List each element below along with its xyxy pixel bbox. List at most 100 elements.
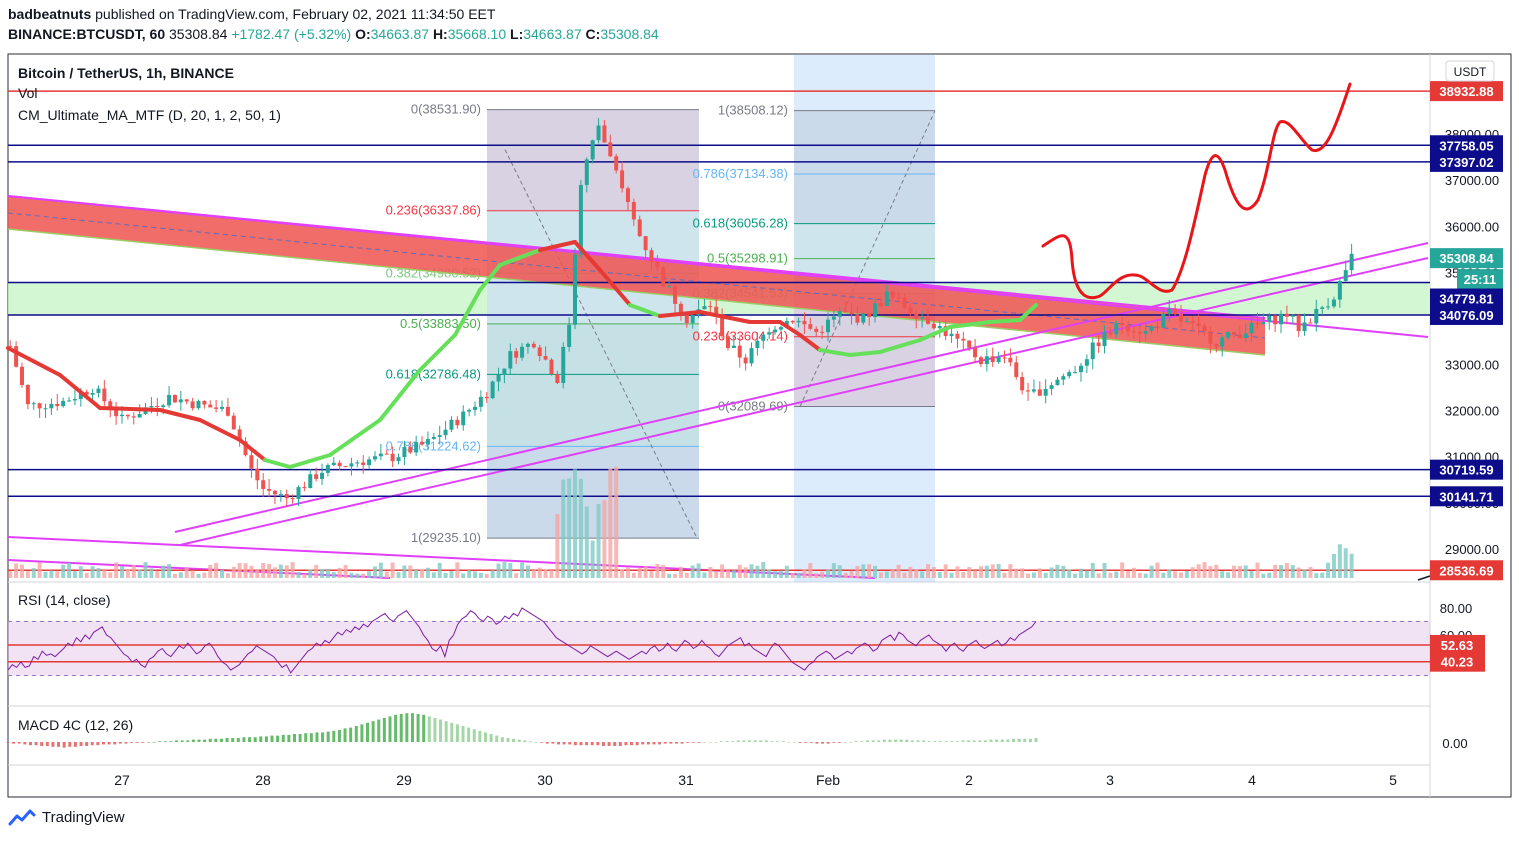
candle-body [284, 494, 289, 499]
resistance-extension [7, 195, 1429, 338]
volume-bar [614, 466, 619, 578]
volume-bar [1037, 568, 1042, 578]
candle-body [1102, 332, 1107, 347]
macd-bar [714, 742, 718, 743]
candle-body [367, 459, 372, 466]
volume-bar [214, 562, 219, 578]
candle-body [973, 347, 978, 358]
volume-bar [237, 563, 242, 578]
macd-bar [624, 742, 628, 746]
candle-body [555, 374, 560, 384]
volume-bar [867, 564, 872, 578]
ma-segment [288, 453, 332, 469]
volume-bar [902, 572, 907, 578]
candle-body [137, 414, 142, 418]
macd-bar [882, 739, 886, 742]
candle-body [590, 140, 595, 160]
candle-body [1037, 389, 1042, 396]
volume-bar [137, 569, 142, 578]
candle-body [614, 156, 619, 171]
volume-bar [826, 569, 830, 578]
volume-bar [873, 565, 878, 578]
price-tick: 29000.00 [1445, 542, 1499, 557]
macd-bar [630, 742, 634, 746]
volume-bar [208, 564, 213, 578]
volume-bar [731, 570, 736, 578]
candle-body [49, 403, 54, 409]
candle-body [384, 453, 389, 455]
volume-bar [414, 569, 419, 578]
volume-bar [531, 570, 536, 578]
macd-bar [461, 726, 465, 742]
volume-bar [1255, 562, 1260, 578]
candle-body [1031, 389, 1036, 392]
candle-body [520, 346, 525, 358]
volume-bar [455, 562, 460, 578]
macd-bar [528, 741, 532, 742]
volume-bar [637, 567, 642, 578]
candle-body [396, 457, 401, 462]
candle-body [484, 396, 489, 399]
candle-body [573, 254, 578, 325]
volume-bar [1314, 573, 1319, 578]
macd-bar [281, 734, 285, 742]
macd-bar [1023, 738, 1027, 742]
ma-segment [1018, 303, 1038, 322]
fib-left-label-4: 0.618(32786.48) [386, 366, 481, 381]
macd-bar [270, 735, 274, 742]
volume-bar [131, 565, 136, 578]
candle-body [1067, 372, 1072, 377]
candle-body [731, 345, 736, 349]
support-line-1 [174, 242, 1429, 533]
fib-left-trend [504, 149, 698, 539]
fib-left-label-1: 0.236(36337.86) [386, 203, 481, 218]
macd-bar [455, 724, 459, 742]
open-label: O: [355, 26, 371, 42]
candle-body [1002, 357, 1007, 359]
volume-bar [843, 572, 848, 578]
volume-bar [649, 571, 654, 578]
volume-bar [996, 563, 1001, 578]
candle-body [1314, 308, 1319, 324]
macd-bar [444, 721, 448, 742]
volume-bar [1214, 564, 1219, 578]
candle-body [1173, 308, 1178, 314]
macd-bar [332, 730, 336, 742]
volume-bar [1349, 553, 1354, 578]
macd-bar [961, 740, 965, 742]
macd-bar [242, 737, 246, 742]
tradingview-footer[interactable]: TradingView [8, 808, 125, 826]
macd-bar [57, 742, 61, 747]
fib-right-label-1: 0.786(37134.38) [693, 166, 788, 181]
volume-bar [102, 568, 107, 578]
close-label: C: [585, 26, 601, 42]
macd-bar [939, 741, 943, 742]
macd-bar [815, 742, 819, 744]
volume-bar [37, 562, 42, 578]
macd-bar [523, 740, 527, 742]
volume-bar [837, 565, 842, 578]
macd-bar [422, 714, 426, 742]
author-name[interactable]: badbeatnuts [8, 6, 92, 22]
currency-button[interactable] [1445, 60, 1495, 82]
volume-bar [714, 571, 719, 578]
macd-bar [472, 729, 476, 742]
volume-bar [196, 573, 201, 578]
ma-segment [778, 320, 802, 337]
macd-bar [697, 742, 701, 743]
volume-bar [808, 563, 813, 578]
candle-body [1296, 315, 1301, 332]
volume-bar [25, 571, 30, 578]
volume-bar [243, 563, 248, 578]
volume-bar [437, 562, 442, 578]
candle-body [543, 356, 548, 360]
volume-bar [1249, 570, 1254, 578]
price-label-9: 28536.69 [1439, 563, 1493, 578]
macd-bar [276, 735, 280, 742]
macd-bar [214, 738, 218, 742]
candle-body [796, 320, 801, 323]
candle-body [773, 329, 778, 333]
ma-segment [58, 373, 102, 410]
macd-bar [663, 742, 667, 744]
